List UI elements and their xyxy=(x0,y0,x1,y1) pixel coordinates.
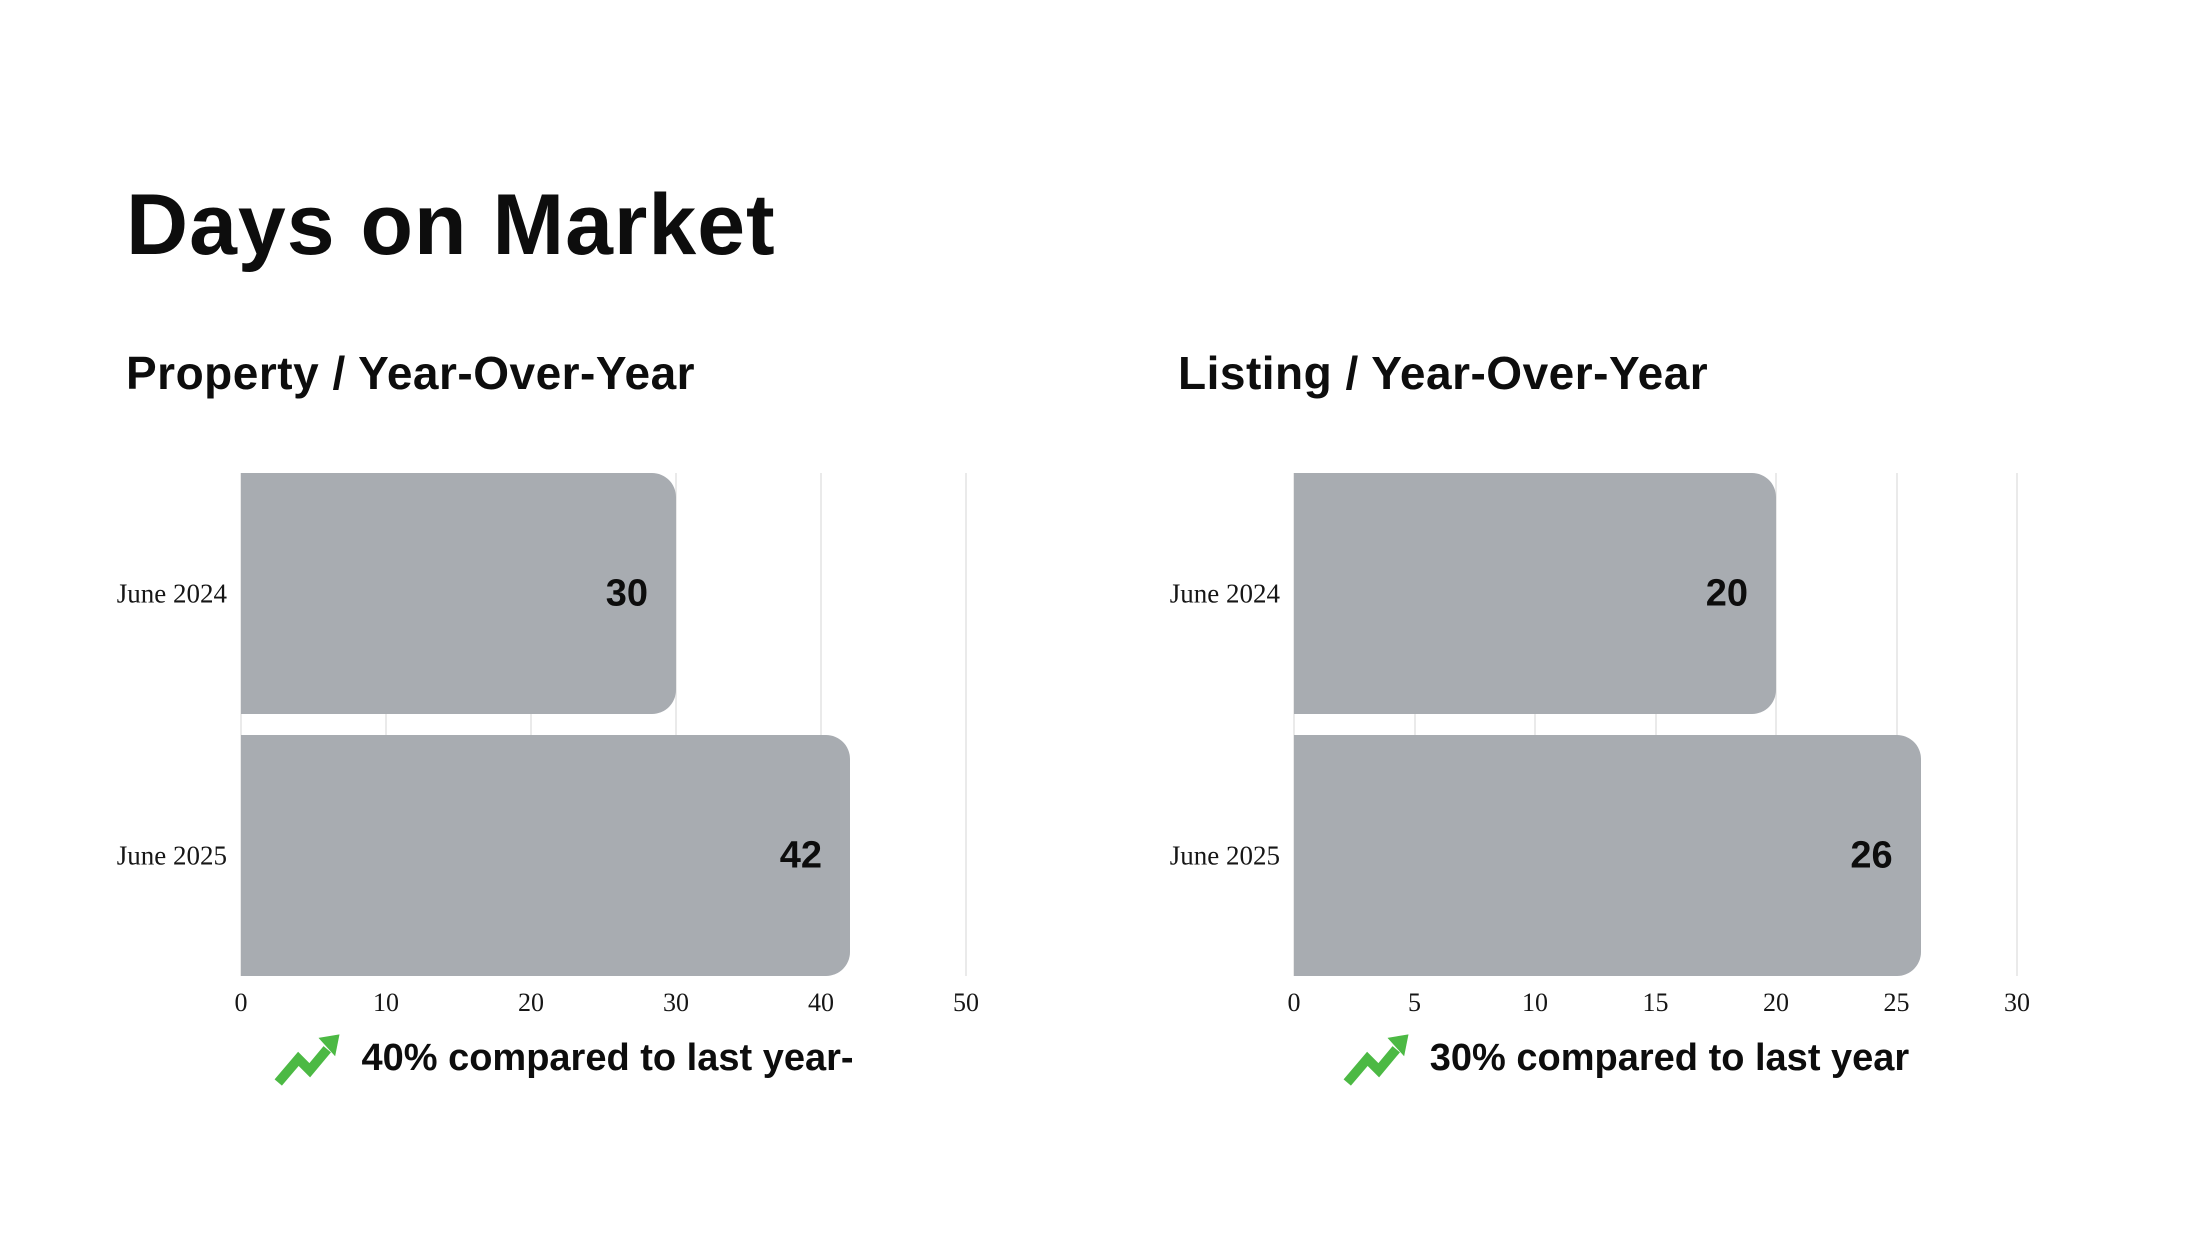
grid-layer xyxy=(1293,473,2018,976)
gridline xyxy=(1534,473,1536,976)
trend-note-text: 40% compared to last year- xyxy=(361,1036,854,1079)
bar: 20 xyxy=(1294,473,1776,714)
bar-row: June 2025 42 xyxy=(117,735,966,976)
gridline xyxy=(1293,473,1295,976)
chart-subtitle: Listing / Year-Over-Year xyxy=(1178,347,1709,400)
x-tick-label: 30 xyxy=(2004,988,2030,1017)
x-tick-label: 0 xyxy=(234,988,248,1017)
category-label: June 2025 xyxy=(116,840,227,870)
bar-value-label: 20 xyxy=(1705,572,1748,614)
gridline xyxy=(1413,473,1416,976)
x-tick-label: 25 xyxy=(1883,988,1910,1017)
x-tick-label: 10 xyxy=(1522,988,1548,1017)
trend-note-text: 30% compared to last year xyxy=(1429,1036,1910,1079)
page-title: Days on Market xyxy=(126,176,776,273)
bar: 26 xyxy=(1294,735,1921,976)
bar: 42 xyxy=(241,735,850,976)
category-label: June 2024 xyxy=(1169,578,1280,608)
trend-up-icon xyxy=(275,1034,340,1086)
yoy-trend-note: 30% compared to last year xyxy=(1264,1020,1987,1096)
ticks-layer: 0 5 10 15 20 25 30 xyxy=(1288,473,2031,1017)
gridline xyxy=(965,473,967,976)
category-label: June 2025 xyxy=(1169,840,1280,870)
gridline xyxy=(1654,473,1657,976)
x-tick-label: 15 xyxy=(1642,988,1669,1017)
x-tick-label: 5 xyxy=(1408,988,1421,1017)
grid-layer xyxy=(240,473,967,976)
gridline xyxy=(820,473,822,976)
bars-layer: June 2024 20 June 2025 26 xyxy=(1170,473,2017,976)
x-tick-label: 50 xyxy=(953,988,979,1017)
bar-row: June 2024 20 xyxy=(1170,473,2017,714)
bars-layer: June 2024 30 June 2025 42 xyxy=(117,473,966,976)
x-tick-label: 20 xyxy=(1763,988,1789,1017)
ticks-layer: 0 10 20 30 40 50 xyxy=(235,473,980,1017)
x-tick-label: 10 xyxy=(373,988,399,1017)
chart-subtitle: Property / Year-Over-Year xyxy=(126,347,696,400)
category-label: June 2024 xyxy=(116,578,227,608)
bar-value-label: 30 xyxy=(605,572,648,614)
yoy-trend-note: 40% compared to last year- xyxy=(201,1020,926,1096)
bar-row: June 2024 30 xyxy=(117,473,966,714)
x-tick-label: 40 xyxy=(808,988,834,1017)
bar: 30 xyxy=(241,473,676,714)
gridline xyxy=(675,473,677,976)
gridline xyxy=(2016,473,2018,976)
x-tick-label: 20 xyxy=(518,988,544,1017)
x-tick-label: 0 xyxy=(1287,988,1301,1017)
x-tick-label: 30 xyxy=(663,988,689,1017)
trend-up-icon xyxy=(1343,1034,1409,1086)
gridline xyxy=(1775,473,1777,976)
bar-value-label: 42 xyxy=(779,834,822,876)
bar-value-label: 26 xyxy=(1850,834,1893,876)
plot-area: June 2024 20 June 2025 26 0 5 10 15 20 25 30 xyxy=(1170,473,2031,1017)
gridline xyxy=(385,473,387,976)
bar-row: June 2025 26 xyxy=(1170,735,2017,976)
gridline xyxy=(530,473,532,976)
gridline xyxy=(1895,473,1898,976)
plot-area: June 2024 30 June 2025 42 0 10 20 30 40 50 xyxy=(117,473,980,1017)
gridline xyxy=(240,473,242,976)
